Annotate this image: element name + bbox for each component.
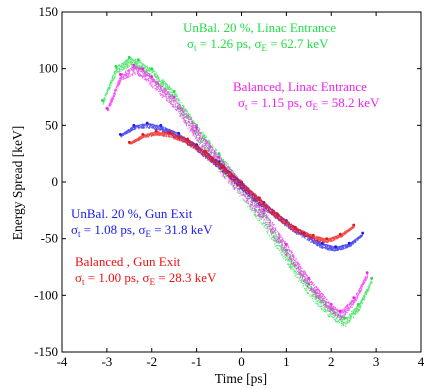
series-cloud — [129, 130, 355, 244]
x-tick-label: 4 — [418, 354, 425, 369]
annotation-bal-gun-sigma: σt = 1.00 ps, σE = 28.3 keV — [75, 270, 217, 287]
scatter-marks — [100, 55, 374, 327]
y-tick-label: -100 — [34, 287, 58, 302]
annotation-unbal-gun-sigma: σt = 1.08 ps, σE = 31.8 keV — [71, 222, 213, 239]
x-tick-label: -2 — [146, 354, 157, 369]
y-tick-label: 50 — [45, 117, 58, 132]
y-tick-label: -50 — [41, 231, 58, 246]
annotation-unbal-linac-title: UnBal. 20 %, Linac Entrance — [183, 20, 336, 35]
annotation-unbal-gun: UnBal. 20 %, Gun Exit σt = 1.08 ps, σE =… — [71, 206, 213, 239]
y-tick-label: 150 — [39, 4, 59, 19]
annotation-bal-linac-title: Balanced, Linac Entrance — [233, 79, 367, 94]
y-tick-label: 100 — [39, 61, 59, 76]
x-tick-label: 3 — [373, 354, 380, 369]
x-tick-label: -1 — [191, 354, 202, 369]
y-tick-label: -150 — [34, 344, 58, 359]
annotation-bal-linac-sigma: σt = 1.15 ps, σE = 58.2 keV — [238, 95, 380, 112]
x-tick-label: -3 — [101, 354, 112, 369]
y-tick-label: 0 — [52, 174, 59, 189]
annotation-unbal-gun-title: UnBal. 20 %, Gun Exit — [71, 206, 193, 221]
series-3 — [127, 129, 356, 244]
y-axis-label: Energy Spread [keV] — [10, 126, 25, 240]
x-tick-label: -4 — [57, 354, 68, 369]
x-tick-label: 0 — [238, 354, 245, 369]
x-axis-label: Time [ps] — [215, 371, 267, 386]
annotation-bal-gun-title: Balanced , Gun Exit — [75, 254, 181, 269]
x-tick-label: 2 — [328, 354, 335, 369]
annotation-bal-linac: Balanced, Linac Entrance σt = 1.15 ps, σ… — [233, 79, 380, 112]
series-cloud — [106, 65, 369, 320]
data-point — [361, 231, 365, 235]
annotation-bal-gun: Balanced , Gun Exit σt = 1.00 ps, σE = 2… — [75, 254, 217, 287]
axis-ticks: -4 -3 -2 -1 0 1 2 3 4 -150 -100 -50 0 50 100 150 — [34, 4, 425, 369]
x-tick-label: 1 — [283, 354, 290, 369]
annotation-unbal-linac: UnBal. 20 %, Linac Entrance σt = 1.26 ps… — [183, 20, 336, 53]
annotation-unbal-linac-sigma: σt = 1.26 ps, σE = 62.7 keV — [187, 36, 329, 53]
